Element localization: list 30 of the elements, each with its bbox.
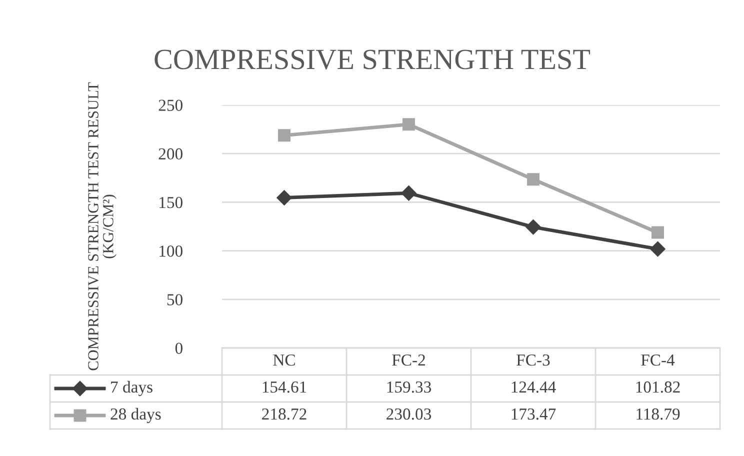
data-label: 124.44 — [512, 381, 556, 393]
data-label: 159.33 — [387, 381, 432, 393]
y-axis-title: COMPRESSIVE STRENGTH TEST RESULT (KG/CM²) — [88, 82, 116, 370]
y-tick-label: 150 — [160, 196, 182, 208]
y-tick-label: 0 — [175, 342, 182, 354]
y-tick-label: 100 — [160, 246, 182, 257]
x-tick-label: FC-3 — [516, 354, 550, 366]
y-tick-label: 200 — [158, 148, 182, 160]
point — [276, 190, 292, 206]
point — [278, 129, 290, 142]
x-tick-label: FC-2 — [392, 354, 425, 366]
point — [401, 186, 416, 201]
data-label: 118.79 — [636, 408, 680, 420]
data-label: 101.82 — [636, 381, 680, 393]
point — [526, 219, 541, 235]
data-label: 218.72 — [262, 408, 306, 420]
y-tick-label: 250 — [158, 100, 182, 111]
legend-label: 7 days — [111, 380, 152, 396]
y-tick-label: 50 — [167, 294, 182, 306]
data-label: 230.03 — [386, 408, 432, 420]
data-label: 154.61 — [262, 381, 306, 393]
x-tick-label: FC-4 — [641, 354, 675, 366]
point — [652, 226, 664, 239]
chart-title: COMPRESSIVE STRENGTH TEST — [154, 50, 590, 70]
x-tick-label: NC — [273, 354, 295, 366]
point — [650, 241, 666, 257]
point — [402, 118, 415, 131]
point — [527, 173, 540, 186]
legend-label: 28 days — [110, 408, 161, 424]
data-label: 173.47 — [512, 408, 556, 420]
